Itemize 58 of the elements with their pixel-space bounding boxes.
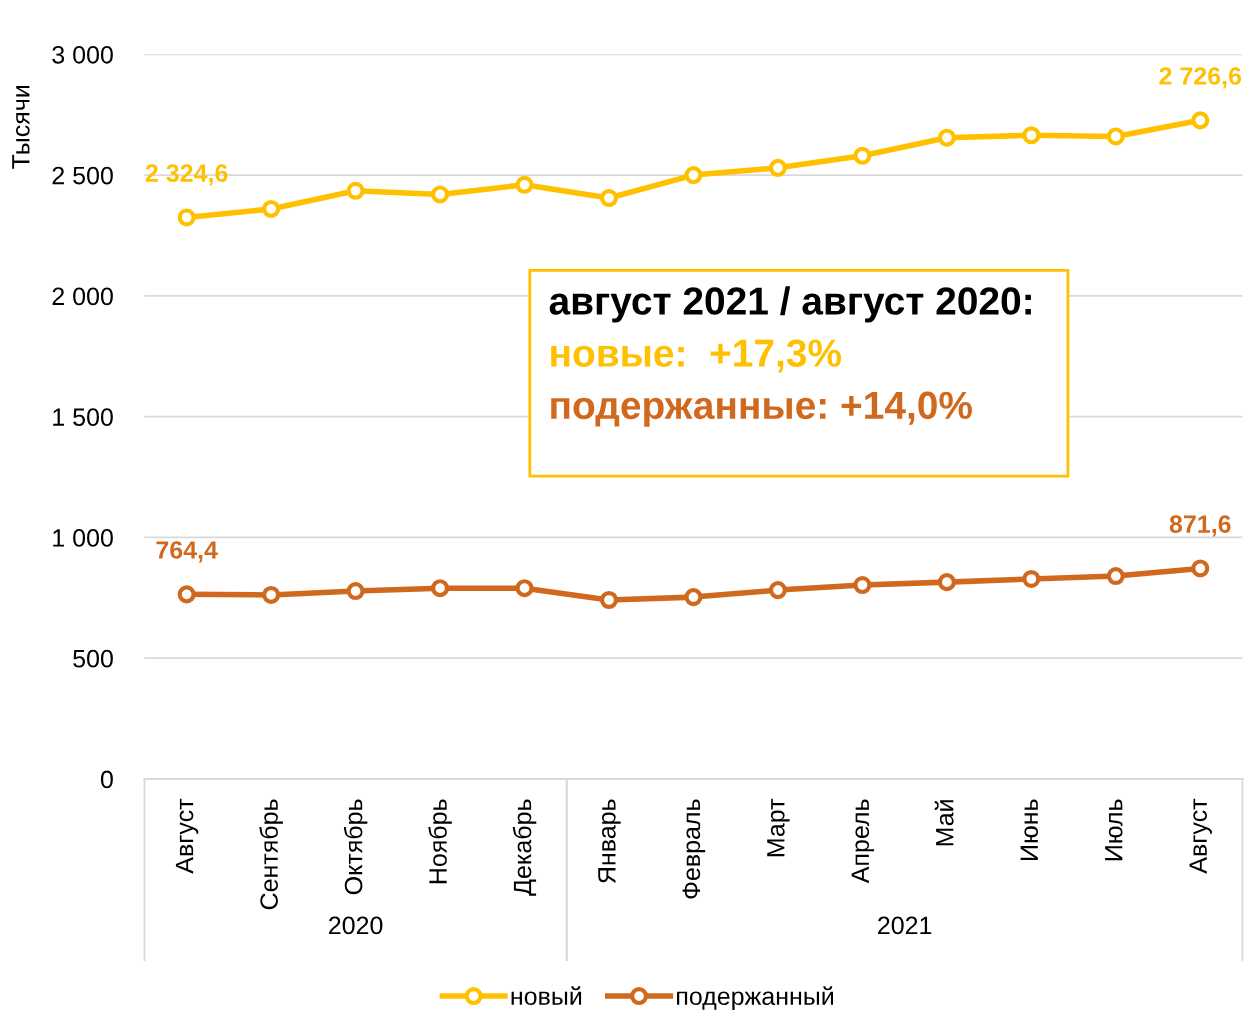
point: [262, 199, 281, 218]
legend-label: новый: [511, 986, 582, 1006]
annotation: новые: +17,3%: [551, 339, 842, 373]
x-tick-label: Сентябрь: [259, 799, 283, 910]
text: 2020: [329, 916, 383, 935]
y-tick-label: 0: [100, 770, 113, 789]
y-axis-title: Тысячи: [12, 85, 30, 169]
point: [1191, 111, 1210, 130]
y-tick-label: 500: [73, 649, 113, 668]
point: [853, 146, 872, 165]
x-tick-label: Октябрь: [343, 799, 368, 895]
x-tick-label: Декабрь: [512, 799, 537, 896]
point: [853, 575, 872, 595]
point: [262, 585, 281, 604]
point: [177, 208, 196, 227]
point: [515, 175, 534, 194]
x-tick-label: Август: [175, 798, 199, 874]
data-label: 2 726,6: [1159, 67, 1242, 89]
x-tick-label: Май: [934, 800, 954, 846]
data-label: 764,4: [156, 541, 218, 563]
point: [768, 581, 787, 600]
annotation: август 2021 / август 2020:: [549, 286, 1031, 323]
data-label: 871,6: [1169, 515, 1231, 537]
x-tick-label: Июнь: [1020, 799, 1039, 860]
y-tick-label: 2 000: [52, 287, 113, 306]
point: [431, 579, 450, 598]
point: [599, 590, 619, 610]
point: [1022, 126, 1041, 145]
x-tick-label: Январь: [598, 799, 621, 883]
point: [1022, 569, 1041, 589]
point: [937, 573, 956, 592]
x-tick-label: Ноябрь: [428, 799, 452, 884]
x-tick-label: Февраль: [682, 799, 706, 899]
y-tick-label: 3 000: [52, 45, 113, 64]
x-tick-label: Апрель: [851, 799, 875, 884]
point: [346, 181, 365, 200]
point: [937, 128, 956, 147]
point: [431, 185, 450, 204]
legend-label: подержанный: [677, 986, 834, 1011]
y-tick-label: 1 000: [53, 529, 113, 547]
point: [1191, 559, 1210, 578]
point: [684, 166, 703, 185]
data-label: 2 324,6: [145, 164, 228, 186]
point: [768, 158, 787, 177]
point: [346, 582, 365, 601]
x-tick-label: Июль: [1105, 799, 1123, 861]
point: [684, 588, 703, 607]
x-tick-label: Март: [767, 798, 790, 857]
annotation: подержанные: +14,0%: [551, 391, 972, 427]
point: [515, 579, 534, 598]
y-tick-label: 1 500: [53, 408, 113, 426]
text: 2021: [878, 916, 932, 935]
y-tick-label: 2 500: [52, 166, 113, 185]
point: [599, 189, 619, 208]
point: [177, 585, 196, 604]
point: [1106, 127, 1125, 146]
point: [1106, 567, 1125, 586]
x-tick-label: Август: [1189, 798, 1212, 874]
